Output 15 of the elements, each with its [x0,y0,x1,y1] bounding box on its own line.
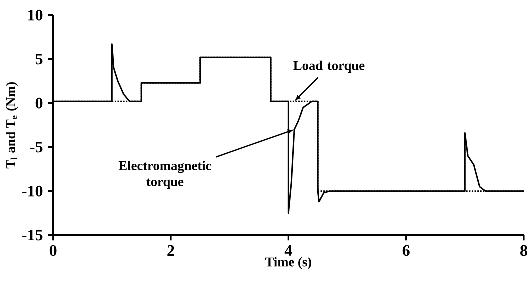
x-tick-label: 2 [168,245,174,256]
y-tick-label: -15 [22,230,43,241]
x-tick-label: 8 [520,245,528,256]
annotation: Load torque [294,60,365,73]
y-tick-label: 5 [36,54,43,65]
y-tick-label: 0 [36,98,43,109]
y-tick-label: -5 [30,142,43,153]
x-tick-label: 0 [50,245,57,256]
x-tick-label: 4 [284,245,292,256]
y-tick-label: 10 [28,10,43,21]
x-axis-title: Time (s) [265,257,312,270]
annotation: Electromagnetic torque [118,161,212,190]
y-axis-title: T$_{l}$ and T$_{e}$ (Nm) [6,82,18,169]
y-tick-label: -10 [22,186,43,197]
x-tick-label: 6 [402,245,410,256]
